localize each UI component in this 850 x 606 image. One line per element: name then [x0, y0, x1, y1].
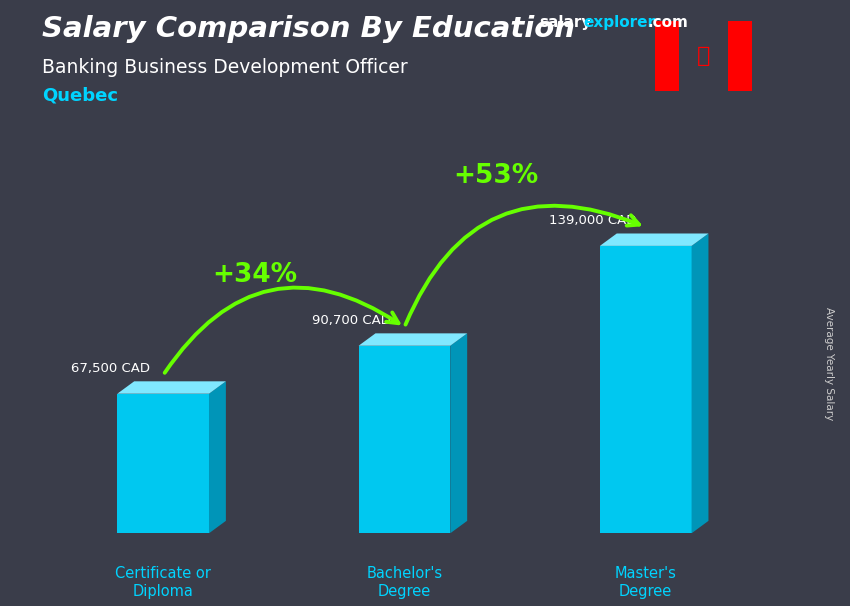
Text: Quebec: Quebec — [42, 86, 118, 104]
Polygon shape — [600, 233, 708, 246]
Polygon shape — [117, 394, 209, 533]
Polygon shape — [600, 246, 692, 533]
Polygon shape — [117, 381, 226, 394]
Text: Average Yearly Salary: Average Yearly Salary — [824, 307, 834, 420]
Polygon shape — [209, 381, 226, 533]
Polygon shape — [450, 333, 468, 533]
Text: Certificate or
Diploma: Certificate or Diploma — [116, 567, 211, 599]
Text: Master's
Degree: Master's Degree — [615, 567, 677, 599]
Text: 67,500 CAD: 67,500 CAD — [71, 362, 150, 375]
Polygon shape — [359, 333, 468, 346]
Text: Bachelor's
Degree: Bachelor's Degree — [366, 567, 443, 599]
Text: 90,700 CAD: 90,700 CAD — [312, 314, 391, 327]
Bar — [728, 21, 752, 91]
Text: 🍁: 🍁 — [697, 46, 710, 66]
Bar — [654, 21, 679, 91]
Text: .com: .com — [648, 15, 689, 30]
Text: Salary Comparison By Education: Salary Comparison By Education — [42, 15, 575, 43]
Text: 139,000 CAD: 139,000 CAD — [549, 215, 637, 227]
Polygon shape — [359, 346, 450, 533]
Text: explorer: explorer — [583, 15, 655, 30]
Text: +53%: +53% — [454, 162, 539, 188]
Polygon shape — [692, 233, 708, 533]
Text: +34%: +34% — [212, 262, 298, 288]
Text: Banking Business Development Officer: Banking Business Development Officer — [42, 58, 408, 76]
Text: salary: salary — [540, 15, 592, 30]
